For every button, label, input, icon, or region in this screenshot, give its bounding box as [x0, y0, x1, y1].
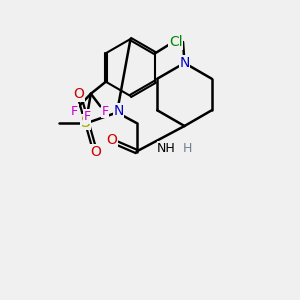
Text: O: O [90, 145, 101, 159]
Text: O: O [106, 133, 117, 147]
Text: F: F [102, 105, 109, 118]
Text: N: N [179, 56, 190, 70]
Text: N: N [113, 104, 124, 118]
Text: H: H [183, 142, 192, 155]
Text: Cl: Cl [169, 35, 182, 50]
Text: NH: NH [157, 142, 176, 155]
Text: F: F [71, 105, 78, 118]
Text: O: O [73, 87, 84, 101]
Text: F: F [84, 110, 91, 123]
Text: S: S [81, 115, 90, 130]
